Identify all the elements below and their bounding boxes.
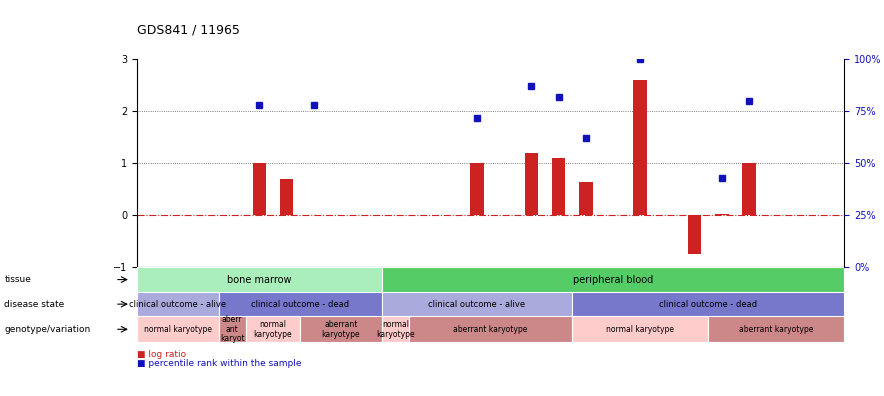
Bar [218,316,246,342]
Bar [409,316,572,342]
Bar [743,163,756,215]
Text: normal karyotype: normal karyotype [144,325,212,334]
Text: aberrant karyotype: aberrant karyotype [739,325,813,334]
Text: aberrant karyotype: aberrant karyotype [453,325,528,334]
Bar [280,179,293,215]
Text: tissue: tissue [4,275,31,284]
Bar [137,316,218,342]
Text: aberr
ant
karyot: aberr ant karyot [220,315,245,343]
Bar [552,158,566,215]
Text: bone marrow: bone marrow [227,274,292,285]
Text: genotype/variation: genotype/variation [4,325,91,334]
Bar [634,80,647,215]
Text: GDS841 / 11965: GDS841 / 11965 [137,24,240,37]
Text: clinical outcome - dead: clinical outcome - dead [659,300,758,308]
Text: normal karyotype: normal karyotype [606,325,674,334]
Text: ■ percentile rank within the sample: ■ percentile rank within the sample [137,360,301,368]
Bar [301,316,382,342]
Bar [137,267,382,292]
Text: clinical outcome - dead: clinical outcome - dead [251,300,349,308]
Text: normal
karyotype: normal karyotype [254,320,293,339]
Text: clinical outcome - alive: clinical outcome - alive [429,300,526,308]
Bar [524,153,538,215]
Bar [688,215,701,254]
Text: clinical outcome - alive: clinical outcome - alive [129,300,226,308]
Bar [382,292,572,316]
Bar [579,181,592,215]
Bar [246,316,301,342]
Text: aberrant
karyotype: aberrant karyotype [322,320,361,339]
Bar [137,292,218,316]
Bar [382,316,409,342]
Text: disease state: disease state [4,300,65,308]
Text: normal
karyotype: normal karyotype [376,320,415,339]
Bar [382,267,844,292]
Bar [572,316,708,342]
Bar [708,316,844,342]
Bar [470,163,484,215]
Bar [218,292,382,316]
Bar [572,292,844,316]
Bar [715,214,728,215]
Bar [253,163,266,215]
Text: ■ log ratio: ■ log ratio [137,350,187,358]
Text: peripheral blood: peripheral blood [573,274,653,285]
